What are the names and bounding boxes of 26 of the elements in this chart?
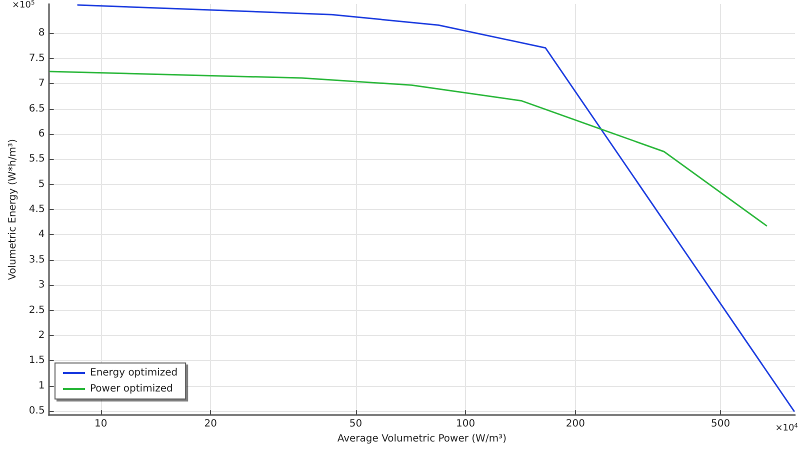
y-tick-label: 4.5	[28, 204, 45, 216]
y-tick-label: 0.5	[28, 406, 45, 417]
y-tick-label: 2.5	[28, 304, 45, 316]
y-tick-label: 5	[38, 178, 45, 190]
y-tick-label: 1.5	[28, 355, 45, 366]
y-tick-label: 3	[38, 280, 45, 291]
y-tick-label: 5.5	[28, 154, 45, 165]
y-tick-label: 6	[38, 128, 45, 140]
x-tick-label: 10	[94, 418, 108, 430]
x-tick-label: 20	[204, 418, 218, 430]
y-tick-label: 7	[38, 78, 45, 90]
y-tick-label: 1	[38, 380, 45, 392]
x-tick-label: 500	[711, 418, 730, 430]
x-tick-label: 200	[566, 418, 585, 430]
x-tick-label: 100	[456, 418, 476, 430]
y-tick-label: 3.5	[28, 254, 45, 266]
y-tick-label: 6.5	[28, 103, 45, 114]
y-tick-label: 7.5	[28, 52, 45, 64]
legend-label: Power optimized	[90, 384, 173, 394]
y-tick-label: 2	[38, 330, 45, 341]
x-tick-label: 50	[349, 418, 362, 430]
x-axis-title: Average Volumetric Power (W/m³)	[337, 434, 507, 444]
y-axis-title: Volumetric Energy (W*h/m³)	[8, 138, 18, 280]
y-tick-label: 8	[38, 28, 45, 39]
y-tick-label: 4	[38, 229, 45, 240]
legend-label: Energy optimized	[90, 368, 178, 378]
